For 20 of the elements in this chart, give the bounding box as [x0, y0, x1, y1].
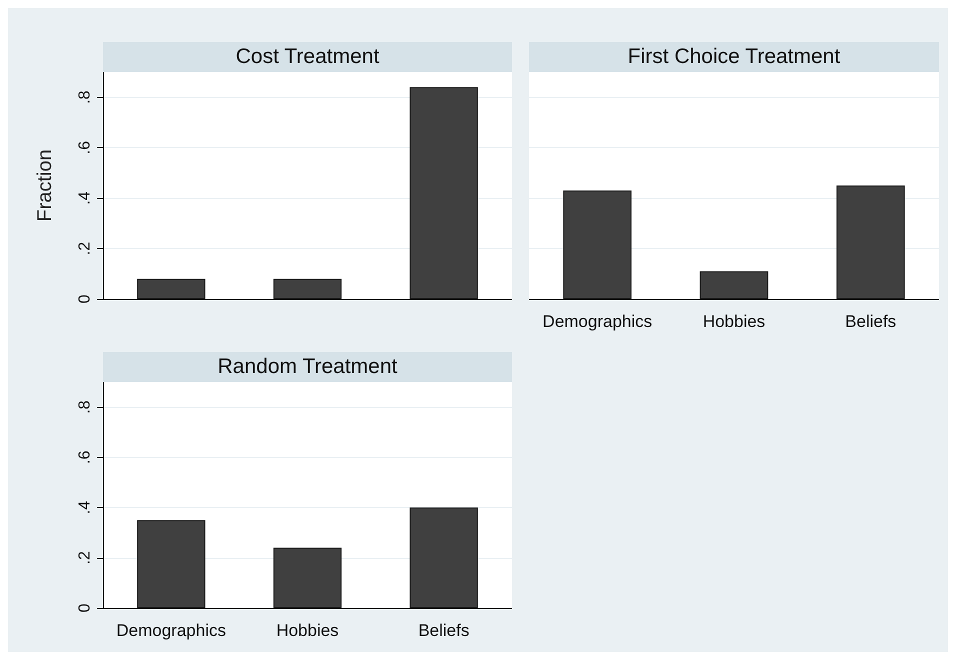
y-tick-label: .2: [76, 242, 94, 256]
y-tick-label: .8: [76, 90, 94, 104]
x-tick-label: Demographics: [542, 312, 652, 331]
y-axis-title: Fraction: [34, 149, 56, 222]
y-tick-label: .2: [76, 551, 94, 564]
y-tick-label: 0: [76, 603, 94, 612]
chart-title: First Choice Treatment: [529, 42, 939, 72]
y-tick-label: .6: [76, 450, 94, 464]
y-tick-label: .4: [76, 500, 94, 514]
y-tick-label: 0: [76, 294, 94, 304]
x-tick-label: Beliefs: [418, 621, 470, 640]
chart-title: Random Treatment: [103, 352, 512, 382]
x-tick-label: Demographics: [116, 621, 226, 640]
y-tick-label: .4: [76, 191, 94, 205]
x-tick-label: Hobbies: [276, 621, 339, 640]
y-tick-label: .6: [76, 140, 94, 154]
x-tick-label: Hobbies: [702, 312, 766, 331]
chart-title: Cost Treatment: [103, 42, 512, 72]
y-tick-label: .8: [76, 400, 94, 414]
x-tick-label: Beliefs: [845, 312, 896, 331]
